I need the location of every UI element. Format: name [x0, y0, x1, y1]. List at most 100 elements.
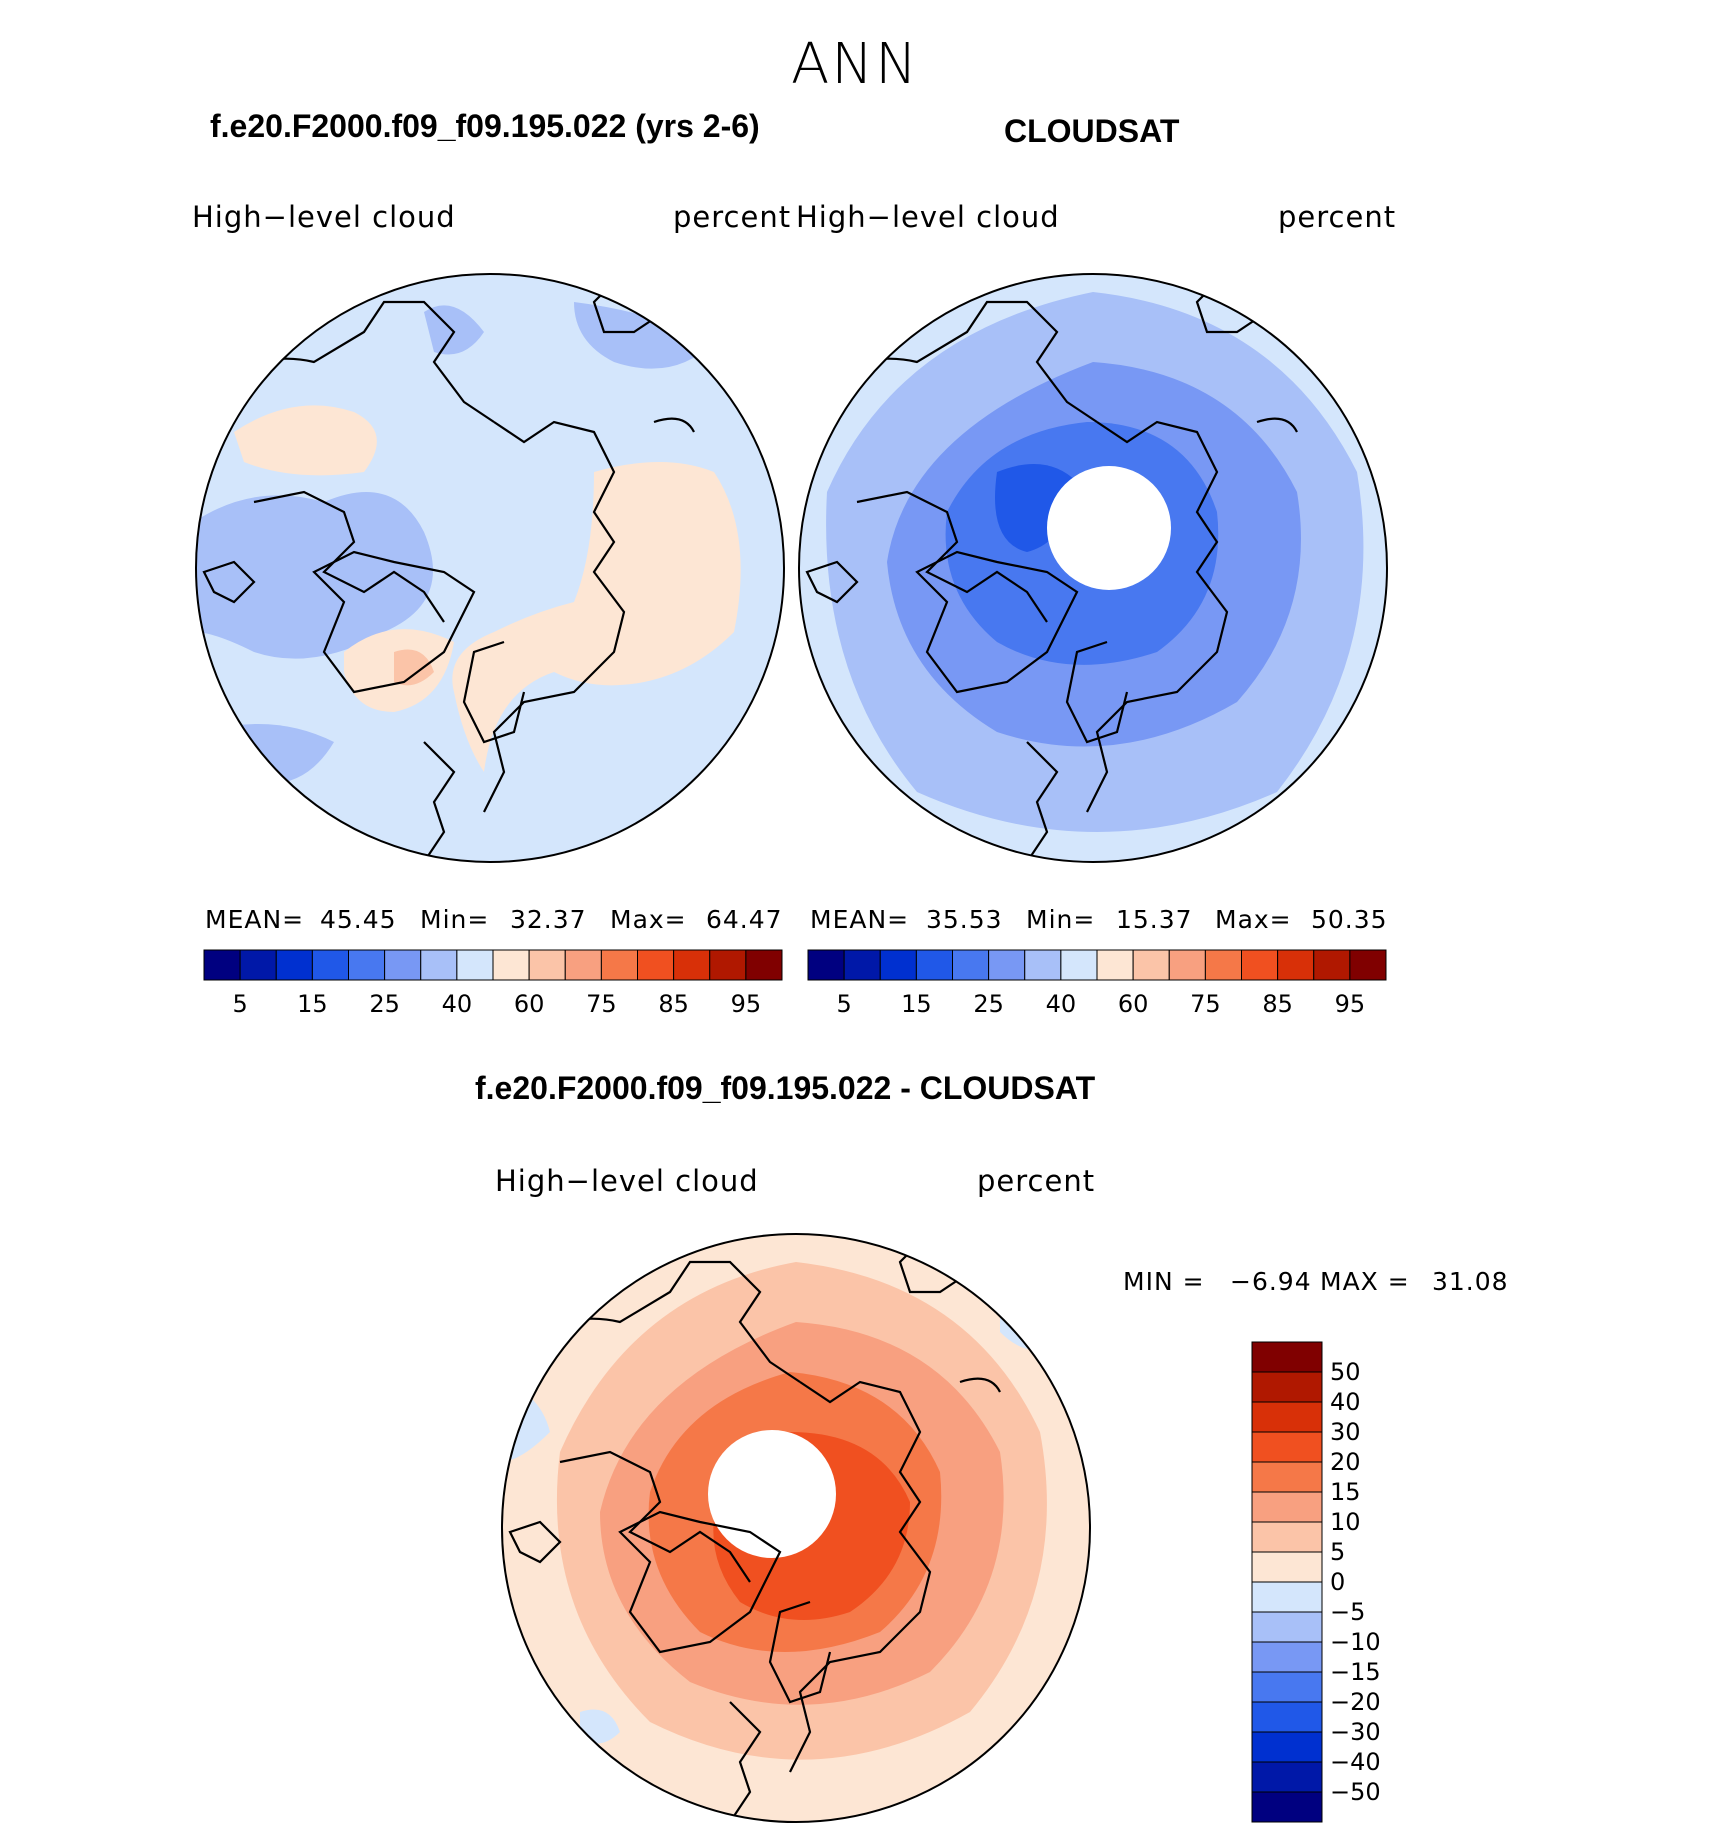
colorbar-tick-label: 30 [1330, 1418, 1361, 1446]
obs-polar-map [798, 273, 1388, 863]
diff-min-label: MIN = [1123, 1267, 1205, 1296]
colorbar-swatch [1204, 949, 1242, 981]
colorbar-tick-label: 50 [1330, 1358, 1361, 1386]
diff-polar-map [501, 1233, 1091, 1823]
diff-missing-region [708, 1430, 836, 1558]
model-max-label: Max= [610, 905, 687, 934]
obs-colorbar [807, 949, 1387, 981]
colorbar-tick-label: −5 [1330, 1598, 1366, 1626]
colorbar-swatch [1251, 1401, 1323, 1433]
obs-min-label: Min= [1026, 905, 1096, 934]
colorbar-swatch [420, 949, 458, 981]
colorbar-swatch [492, 949, 530, 981]
obs-case-title: CLOUDSAT [1004, 113, 1180, 149]
colorbar-swatch [528, 949, 566, 981]
colorbar-tick-label: 85 [658, 990, 689, 1018]
colorbar-tick-label: 95 [1334, 990, 1366, 1018]
colorbar-swatch [239, 949, 277, 981]
diff-colorbar [1251, 1341, 1323, 1823]
model-colorbar-ticks: 5 15 25 40 60 75 85 95 [204, 990, 782, 1020]
colorbar-swatch [1251, 1671, 1323, 1703]
colorbar-swatch [348, 949, 386, 981]
colorbar-swatch [1251, 1371, 1323, 1403]
colorbar-swatch [600, 949, 638, 981]
colorbar-tick-label: 5 [1330, 1538, 1346, 1566]
model-field-high [234, 405, 377, 476]
obs-variable-label: High−level cloud [796, 200, 1060, 234]
model-mean-label: MEAN= [205, 905, 305, 934]
colorbar-swatch [456, 949, 494, 981]
model-variable-label: High−level cloud [192, 200, 456, 234]
colorbar-swatch [275, 949, 313, 981]
colorbar-tick-label: 60 [513, 990, 545, 1018]
obs-max-label: Max= [1215, 905, 1292, 934]
colorbar-tick-label: 85 [1262, 990, 1293, 1018]
obs-min-value: 15.37 [1116, 905, 1193, 934]
obs-units-label: percent [1278, 200, 1397, 234]
diff-max-label: MAX = [1320, 1267, 1410, 1296]
colorbar-swatch [1251, 1581, 1323, 1613]
diff-colorbar-ticks: 50 40 30 20 15 10 5 0 −5 −10 −15 −20 −30 −40 −50 [1330, 1342, 1420, 1822]
colorbar-swatch [988, 949, 1026, 981]
colorbar-tick-label: 40 [441, 990, 473, 1018]
colorbar-swatch [1060, 949, 1098, 981]
colorbar-swatch [807, 949, 845, 981]
colorbar-tick-label: 75 [1190, 990, 1221, 1018]
colorbar-swatch [1251, 1341, 1323, 1373]
colorbar-swatch [1251, 1461, 1323, 1493]
model-min-label: Min= [420, 905, 490, 934]
colorbar-tick-label: 40 [1330, 1388, 1361, 1416]
model-field-high [452, 462, 741, 772]
diff-variable-label: High−level cloud [495, 1164, 759, 1198]
colorbar-tick-label: −50 [1330, 1778, 1381, 1806]
diff-title: f.e20.F2000.f09_f09.195.022 - CLOUDSAT [475, 1070, 1096, 1106]
colorbar-tick-label: 5 [836, 990, 852, 1018]
colorbar-tick-label: −15 [1330, 1658, 1381, 1686]
colorbar-swatch [1251, 1521, 1323, 1553]
colorbar-tick-label: 20 [1330, 1448, 1361, 1476]
colorbar-swatch [1251, 1731, 1323, 1763]
diff-max-value: 31.08 [1432, 1267, 1509, 1296]
colorbar-swatch [1251, 1551, 1323, 1583]
model-units-label: percent [673, 200, 792, 234]
colorbar-swatch [709, 949, 747, 981]
model-field-low [574, 302, 714, 369]
colorbar-swatch [879, 949, 917, 981]
colorbar-tick-label: 15 [901, 990, 932, 1018]
colorbar-tick-label: −20 [1330, 1688, 1381, 1716]
colorbar-swatch [564, 949, 602, 981]
model-max-value: 64.47 [706, 905, 783, 934]
colorbar-tick-label: 15 [1330, 1478, 1361, 1506]
colorbar-tick-label: 10 [1330, 1508, 1361, 1536]
model-min-value: 32.37 [510, 905, 587, 934]
colorbar-swatch [311, 949, 349, 981]
colorbar-swatch [1277, 949, 1315, 981]
colorbar-swatch [1313, 949, 1351, 981]
colorbar-swatch [637, 949, 675, 981]
colorbar-swatch [203, 949, 241, 981]
colorbar-swatch [1251, 1611, 1323, 1643]
obs-mean-label: MEAN= [810, 905, 910, 934]
colorbar-swatch [1251, 1431, 1323, 1463]
diff-units-label: percent [977, 1164, 1096, 1198]
colorbar-tick-label: 0 [1330, 1568, 1346, 1596]
obs-missing-region [1047, 466, 1171, 590]
colorbar-swatch [1349, 949, 1387, 981]
colorbar-swatch [1241, 949, 1279, 981]
colorbar-swatch [673, 949, 711, 981]
colorbar-swatch [1251, 1641, 1323, 1673]
colorbar-tick-label: 5 [232, 990, 248, 1018]
colorbar-tick-label: 60 [1117, 990, 1149, 1018]
colorbar-swatch [1024, 949, 1062, 981]
colorbar-swatch [1096, 949, 1134, 981]
colorbar-swatch [1251, 1701, 1323, 1733]
colorbar-swatch [915, 949, 953, 981]
main-title: ANN [790, 32, 920, 97]
colorbar-tick-label: 95 [730, 990, 762, 1018]
obs-mean-value: 35.53 [926, 905, 1003, 934]
model-mean-value: 45.45 [320, 905, 397, 934]
colorbar-swatch [1132, 949, 1170, 981]
model-colorbar [203, 949, 783, 981]
obs-max-value: 50.35 [1311, 905, 1388, 934]
colorbar-tick-label: −10 [1330, 1628, 1381, 1656]
